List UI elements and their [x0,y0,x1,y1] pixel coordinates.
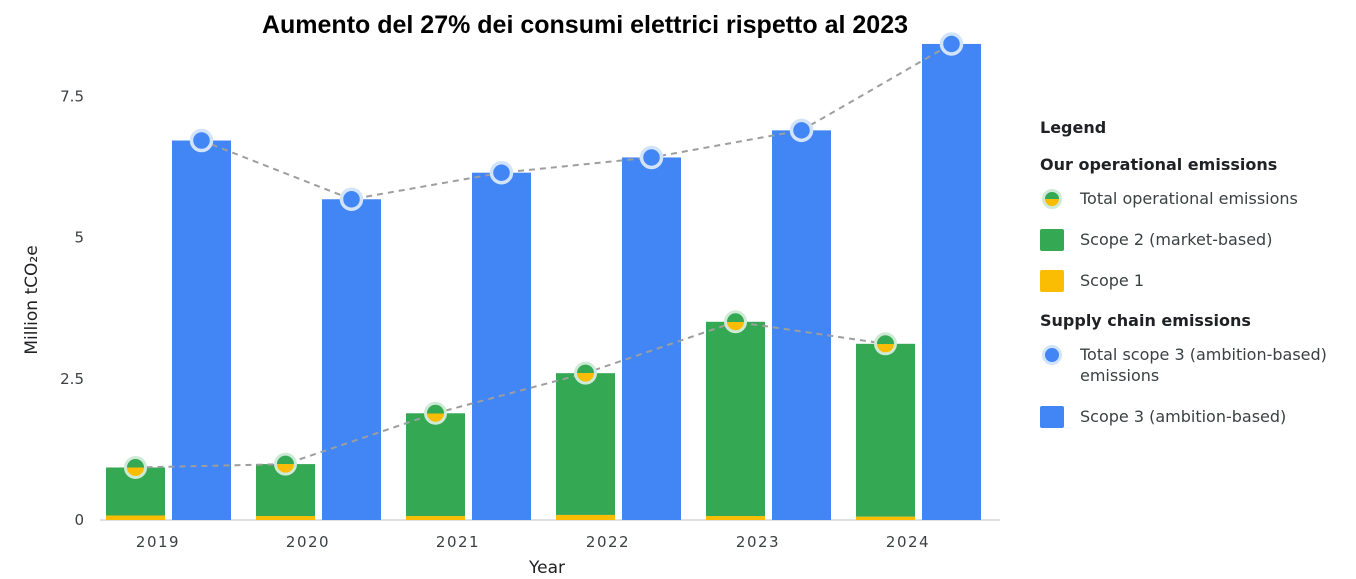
bar-scope-2-market-based-2022 [556,373,615,515]
x-tick-label: 2023 [736,533,780,551]
bar-scope-1-2021 [406,516,465,520]
y-tick-label: 5 [74,229,84,247]
scope3-swatch-icon [1040,405,1064,428]
total-scope3-point-2020 [339,187,364,211]
legend-item-scope2: Scope 2 (market-based) [1040,228,1350,251]
x-axis-ticks: 2019 2020 2021 2022 2023 2024 [136,533,930,551]
total-operational-point-2020 [274,452,297,476]
bar-scope-2-market-based-2024 [856,343,915,517]
bar-scope-1-2024 [856,516,915,520]
bar-scope3-2019 [172,140,231,521]
legend-item-label: Scope 2 (market-based) [1080,230,1273,249]
legend-item-total-scope3: Total scope 3 (ambition-based) emissions [1040,344,1350,386]
legend-item-scope1: Scope 1 [1040,269,1350,292]
total-scope3-point-2019 [189,128,214,153]
bar-scope-2-market-based-2023 [706,321,765,517]
y-tick-label: 2.5 [60,370,84,388]
total-operational-point-2021 [424,401,447,425]
bars [106,43,981,521]
total-scope3-point-2022 [639,145,664,170]
scope2-swatch-icon [1040,228,1064,251]
total-scope3-point-2023 [789,118,814,143]
legend-group-operational: Our operational emissions [1040,155,1278,174]
x-tick-label: 2022 [586,533,630,551]
chart-title: Aumento del 27% dei consumi elettrici ri… [262,11,908,39]
emissions-chart: Aumento del 27% dei consumi elettrici ri… [22,11,1000,578]
total-operational-point-2023 [724,310,747,334]
legend-group-supply: Supply chain emissions [1040,311,1251,330]
bar-scope-1-2023 [706,516,765,520]
x-tick-label: 2020 [286,533,330,551]
y-tick-label: 7.5 [60,87,84,105]
x-tick-label: 2019 [136,533,180,551]
trend-lines [135,43,952,469]
total-operational-point-2024 [874,332,897,356]
bar-scope3-2021 [472,172,531,521]
y-tick-label: 0 [74,511,84,529]
bar-scope-1-2022 [556,514,615,520]
bar-scope3-2022 [622,157,681,521]
total-operational-point-2019 [124,455,147,479]
total-operational-marker-icon [1042,188,1062,209]
legend-item-label: Total scope 3 (ambition-based) emissions [1080,345,1327,385]
bar-scope-2-market-based-2021 [406,413,465,517]
total-scope3-point-2024 [939,32,964,56]
bar-scope-1-2020 [256,516,315,520]
bar-scope-1-2019 [106,515,165,520]
trend-markers [124,32,964,479]
total-scope3-line [201,43,952,201]
legend-title: Legend [1040,118,1107,137]
x-tick-label: 2021 [436,533,480,551]
y-axis-ticks: 0 2.5 5 7.5 [60,87,84,529]
total-scope3-point-2021 [489,160,514,185]
bar-scope3-2024 [922,43,981,520]
legend-item-total-operational: Total operational emissions [1040,188,1350,209]
bar-scope3-2023 [772,130,831,520]
total-operational-line [135,320,886,469]
bar-scope3-2020 [322,199,381,520]
legend-item-label: Total operational emissions [1080,189,1298,208]
x-tick-label: 2024 [886,533,930,551]
scope1-swatch-icon [1040,269,1064,292]
legend-item-label: Scope 3 (ambition-based) [1080,407,1287,426]
total-operational-point-2022 [574,361,597,385]
x-axis-title: Year [528,558,565,578]
legend: Legend Our operational emissions Total o… [1040,118,1350,447]
y-axis-title: Million tCO₂e [22,245,42,354]
legend-item-scope3: Scope 3 (ambition-based) [1040,405,1350,428]
total-scope3-marker-icon [1042,344,1062,365]
legend-item-label: Scope 1 [1080,271,1145,290]
